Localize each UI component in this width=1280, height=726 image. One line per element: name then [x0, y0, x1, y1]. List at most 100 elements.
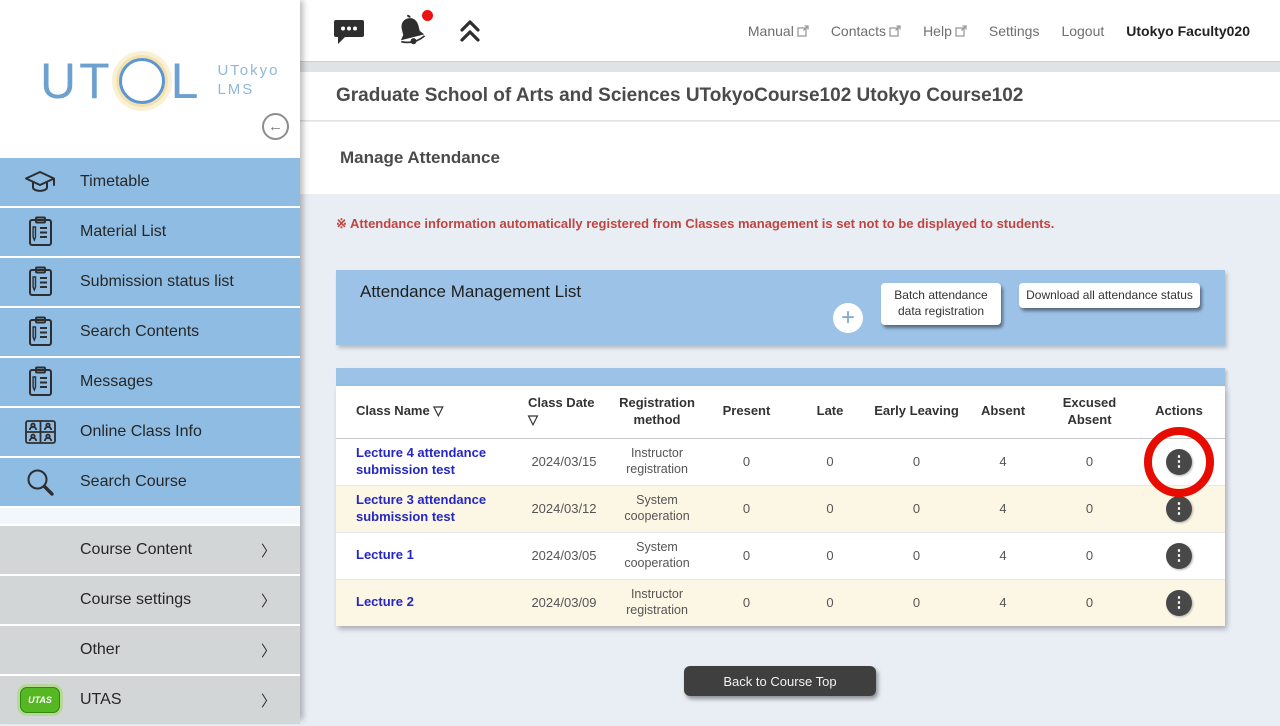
header-registration-method: Registration method	[608, 386, 706, 439]
topbar-nav: Manual Contacts Help Settings Logout Uto…	[748, 23, 1250, 39]
nav-contacts-link[interactable]: Contacts	[831, 23, 901, 39]
class-date-cell: 2024/03/09	[520, 578, 608, 626]
header-actions: Actions	[1133, 386, 1225, 439]
sidebar: UT L UTokyo LMS ← Timetable	[0, 0, 300, 724]
search-icon	[0, 467, 80, 497]
row-actions-button[interactable]: ⋮	[1166, 495, 1192, 522]
table-top-bar	[336, 368, 1225, 386]
sidebar-item-label: UTAS	[80, 691, 122, 708]
class-link[interactable]: Lecture 2	[356, 594, 414, 610]
sidebar-item-other[interactable]: Other 〉	[0, 626, 300, 674]
external-link-icon	[797, 24, 809, 37]
sidebar-item-label: Search Contents	[80, 323, 200, 340]
page-title: Manage Attendance	[340, 148, 500, 167]
attendance-table: Class Name ▽ Class Date ▽ Registration m…	[336, 386, 1225, 626]
back-to-course-top-button[interactable]: Back to Course Top	[684, 666, 876, 696]
utas-logo: UTAS	[20, 687, 60, 713]
scroll-top-chevrons-icon[interactable]	[456, 18, 484, 44]
sidebar-item-submission-status-list[interactable]: Submission status list	[0, 258, 300, 306]
nav-logout-link[interactable]: Logout	[1061, 23, 1104, 39]
sidebar-collapse-button[interactable]: ←	[262, 113, 289, 140]
nav-help-label: Help	[923, 22, 952, 39]
sidebar-item-timetable[interactable]: Timetable	[0, 158, 300, 206]
back-arrow-icon: ←	[268, 118, 283, 135]
nav-manual-link[interactable]: Manual	[748, 23, 809, 39]
header-late: Late	[787, 386, 873, 439]
header-gap-band	[300, 62, 1280, 72]
external-link-icon	[955, 24, 967, 37]
early-leaving-cell: 0	[873, 578, 960, 626]
nav-manual-label: Manual	[747, 22, 794, 39]
logo-subtitle-line1: UTokyo	[217, 62, 280, 80]
row-actions-button[interactable]: ⋮	[1166, 542, 1192, 569]
sidebar-divider-strip	[0, 508, 300, 524]
registration-method-cell: System cooperation	[608, 531, 706, 579]
late-cell: 0	[787, 484, 873, 532]
course-title: Graduate School of Arts and Sciences UTo…	[336, 85, 1024, 106]
add-attendance-button[interactable]: +	[833, 303, 863, 333]
nav-settings-link[interactable]: Settings	[989, 23, 1040, 39]
early-leaving-cell: 0	[873, 484, 960, 532]
clipboard-icon	[0, 316, 80, 348]
class-date-cell: 2024/03/05	[520, 531, 608, 579]
absent-cell: 4	[999, 454, 1007, 469]
notification-badge	[422, 9, 433, 21]
clipboard-icon	[0, 266, 80, 298]
class-date-cell: 2024/03/12	[520, 484, 608, 532]
absent-cell: 4	[960, 578, 1046, 626]
panel-title: Attendance Management List	[360, 282, 582, 301]
header-present: Present	[706, 386, 787, 439]
sidebar-item-label: Messages	[80, 373, 153, 390]
graduation-cap-icon	[0, 169, 80, 196]
external-link-icon	[889, 24, 901, 37]
present-cell: 0	[742, 454, 751, 469]
class-link[interactable]: Lecture 4 attendance submission test	[356, 444, 487, 477]
online-class-icon	[0, 419, 80, 445]
class-date-cell: 2024/03/15	[531, 454, 597, 469]
table-row: Lecture 3 attendance submission test 202…	[336, 484, 1225, 532]
header-early-leaving: Early Leaving	[873, 386, 960, 439]
chevron-right-icon: 〉	[260, 542, 276, 560]
chevron-right-icon: 〉	[260, 592, 276, 610]
logo-part1: UT	[40, 53, 113, 109]
absent-cell: 4	[960, 531, 1046, 579]
utol-logo: UT L UTokyo LMS	[40, 52, 280, 110]
sidebar-item-label: Course settings	[80, 591, 192, 608]
sidebar-item-course-content[interactable]: Course Content 〉	[0, 526, 300, 574]
clipboard-icon	[0, 216, 80, 248]
sidebar-item-search-contents[interactable]: Search Contents	[0, 308, 300, 356]
registration-method-cell: Instructor registration	[626, 445, 688, 476]
nav-help-link[interactable]: Help	[923, 23, 967, 39]
class-link[interactable]: Lecture 1	[356, 547, 414, 563]
sidebar-item-label: Online Class Info	[80, 423, 202, 440]
class-link[interactable]: Lecture 3 attendance submission test	[356, 491, 487, 524]
sidebar-item-material-list[interactable]: Material List	[0, 208, 300, 256]
header-class-name[interactable]: Class Name ▽	[336, 386, 520, 439]
notifications-bell-icon[interactable]	[392, 9, 433, 49]
utas-logo-icon: UTAS	[0, 687, 80, 713]
sidebar-item-search-course[interactable]: Search Course	[0, 458, 300, 506]
present-cell: 0	[706, 578, 787, 626]
sidebar-item-course-settings[interactable]: Course settings 〉	[0, 576, 300, 624]
batch-button-line1: Batch attendance	[894, 288, 988, 303]
sidebar-nav: Timetable Material List	[0, 158, 300, 726]
sidebar-item-label: Other	[80, 641, 121, 658]
sidebar-item-utas[interactable]: UTAS UTAS 〉	[0, 676, 300, 724]
sidebar-item-messages[interactable]: Messages	[0, 358, 300, 406]
late-cell: 0	[826, 454, 834, 469]
chat-icon[interactable]	[332, 16, 366, 46]
download-all-attendance-button[interactable]: Download all attendance status	[1019, 283, 1200, 308]
logo-area: UT L UTokyo LMS ←	[0, 0, 300, 158]
logo-part2: L	[170, 53, 202, 109]
sidebar-item-label: Material List	[80, 223, 167, 240]
nav-contacts-label: Contacts	[830, 22, 887, 39]
logo-subtitle: UTokyo LMS	[217, 62, 279, 100]
chevron-right-icon: 〉	[260, 692, 276, 710]
clipboard-icon	[0, 366, 80, 398]
header-class-date[interactable]: Class Date ▽	[520, 386, 608, 439]
sidebar-item-online-class-info[interactable]: Online Class Info	[0, 408, 300, 456]
absent-cell: 4	[960, 484, 1046, 532]
batch-attendance-registration-button[interactable]: Batch attendance data registration	[881, 283, 1001, 325]
row-actions-button[interactable]: ⋮	[1166, 589, 1192, 616]
row-actions-button[interactable]: ⋮	[1166, 448, 1192, 475]
